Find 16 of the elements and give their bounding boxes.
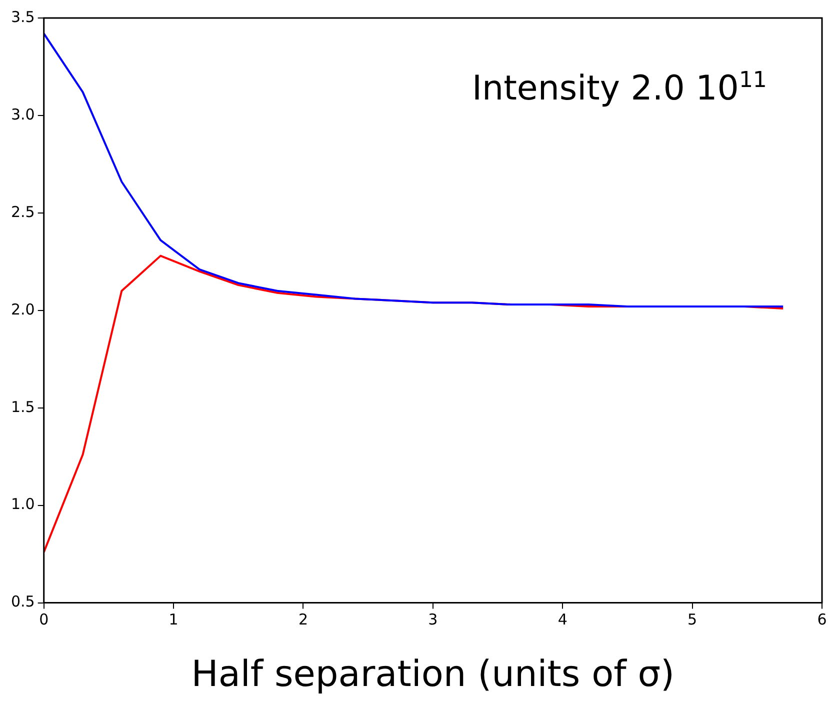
y-tick-label: 3.0: [10, 105, 35, 124]
x-tick-label: 0: [39, 610, 49, 629]
y-tick-label: 0.5: [10, 592, 35, 611]
x-tick-label: 3: [428, 610, 438, 629]
annotation: Intensity 2.0 10$^{11}$: [472, 68, 767, 108]
x-tick-label: 4: [558, 610, 568, 629]
x-tick-label: 1: [168, 610, 178, 629]
x-tick-label: 5: [688, 610, 698, 629]
y-tick-label: 2.0: [10, 300, 35, 318]
y-tick-label: 2.5: [10, 202, 35, 221]
x-tick-label: 6: [817, 610, 827, 629]
y-tick-label: 3.5: [10, 8, 35, 26]
x-tick-label: 2: [298, 610, 308, 629]
x-axis-title: Half separation (units of σ): [191, 654, 675, 695]
y-tick-label: 1.5: [10, 398, 35, 416]
y-tick-label: 1.0: [10, 495, 35, 514]
